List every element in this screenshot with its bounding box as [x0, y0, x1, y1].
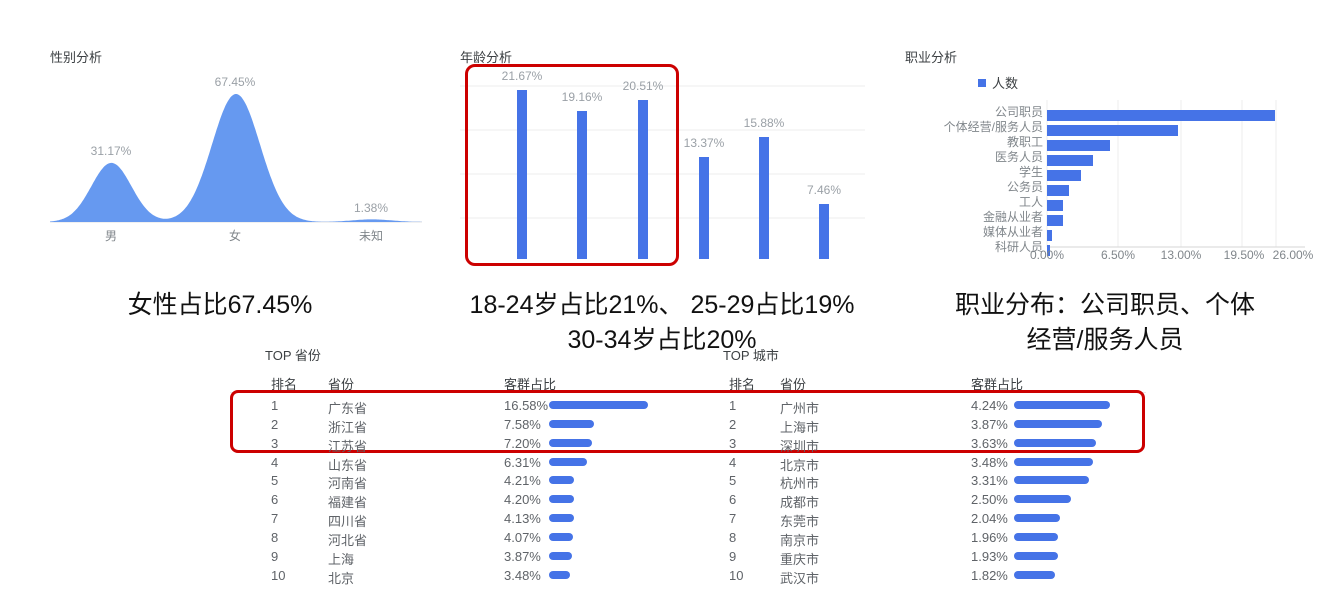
svg-text:工人: 工人: [1019, 195, 1043, 209]
svg-text:15.88%: 15.88%: [744, 116, 785, 130]
svg-text:教职工: 教职工: [1007, 134, 1043, 149]
svg-text:医务人员: 医务人员: [995, 149, 1043, 164]
svg-text:媒体从业者: 媒体从业者: [983, 225, 1043, 239]
svg-text:学生: 学生: [1019, 164, 1043, 179]
svg-text:19.50%: 19.50%: [1224, 248, 1265, 262]
svg-text:31.17%: 31.17%: [91, 144, 132, 158]
svg-text:0.00%: 0.00%: [1030, 248, 1064, 262]
svg-text:67.45%: 67.45%: [215, 75, 256, 89]
svg-text:公司职员: 公司职员: [995, 105, 1043, 119]
svg-text:女: 女: [229, 228, 241, 243]
svg-text:7.46%: 7.46%: [807, 183, 841, 197]
svg-text:1.38%: 1.38%: [354, 201, 388, 215]
svg-text:未知: 未知: [359, 229, 383, 243]
svg-text:金融从业者: 金融从业者: [983, 209, 1043, 224]
svg-text:26.00%: 26.00%: [1273, 248, 1314, 262]
svg-text:公务员: 公务员: [1007, 179, 1043, 194]
svg-text:13.00%: 13.00%: [1161, 248, 1202, 262]
svg-text:个体经营/服务人员: 个体经营/服务人员: [944, 119, 1043, 134]
svg-text:13.37%: 13.37%: [684, 136, 725, 150]
svg-text:6.50%: 6.50%: [1101, 248, 1135, 262]
svg-text:男: 男: [105, 229, 117, 243]
